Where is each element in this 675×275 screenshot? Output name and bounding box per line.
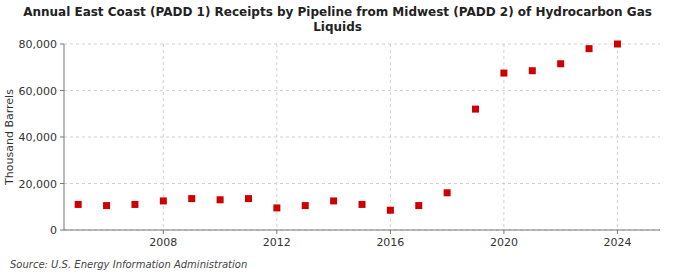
point xyxy=(188,195,195,202)
y-tick-label: 40,000 xyxy=(19,131,58,144)
point xyxy=(131,201,138,208)
x-tick xyxy=(503,230,504,234)
point xyxy=(472,106,479,113)
y-grid-line xyxy=(64,44,660,45)
point xyxy=(444,189,451,196)
point xyxy=(500,70,507,77)
y-grid-line xyxy=(64,137,660,138)
x-grid-line xyxy=(276,44,277,230)
y-tick xyxy=(60,230,64,231)
x-grid-line xyxy=(390,44,391,230)
y-tick-label: 80,000 xyxy=(19,38,58,51)
x-tick xyxy=(276,230,277,234)
point xyxy=(557,60,564,67)
point xyxy=(614,41,621,48)
grid xyxy=(64,44,660,230)
point xyxy=(245,195,252,202)
x-tick-label: 2016 xyxy=(376,236,404,249)
point xyxy=(217,196,224,203)
x-tick xyxy=(163,230,164,234)
x-tick-label: 2012 xyxy=(263,236,291,249)
x-tick xyxy=(617,230,618,234)
x-tick-label: 2008 xyxy=(149,236,177,249)
x-tick xyxy=(390,230,391,234)
y-grid-line xyxy=(64,90,660,91)
source: Source: U.S. Energy Information Administ… xyxy=(10,259,247,270)
x-axis-line xyxy=(64,230,660,231)
point xyxy=(75,201,82,208)
point xyxy=(103,202,110,209)
title-line: Annual East Coast (PADD 1) Receipts by P… xyxy=(23,5,652,19)
point xyxy=(529,67,536,74)
y-axis-label: Thousand Barrels xyxy=(3,89,16,186)
y-tick xyxy=(60,137,64,138)
y-tick-label: 60,000 xyxy=(19,85,58,98)
point xyxy=(359,201,366,208)
y-tick xyxy=(60,183,64,184)
point xyxy=(273,204,280,211)
y-tick-label: 20,000 xyxy=(19,178,58,191)
y-grid-line xyxy=(64,183,660,184)
y-tick xyxy=(60,90,64,91)
points xyxy=(75,41,621,214)
title: Annual East Coast (PADD 1) Receipts by P… xyxy=(23,5,652,34)
point xyxy=(415,202,422,209)
x-tick-label: 2024 xyxy=(603,236,631,249)
point xyxy=(160,197,167,204)
point xyxy=(586,45,593,52)
y-grid-line xyxy=(64,230,660,231)
point xyxy=(330,197,337,204)
point xyxy=(302,202,309,209)
x-grid-line xyxy=(617,44,618,230)
title-line: Liquids xyxy=(313,20,362,34)
point xyxy=(387,207,394,214)
x-tick-label: 2020 xyxy=(490,236,518,249)
y-tick xyxy=(60,44,64,45)
y-tick-label: 0 xyxy=(50,224,57,237)
